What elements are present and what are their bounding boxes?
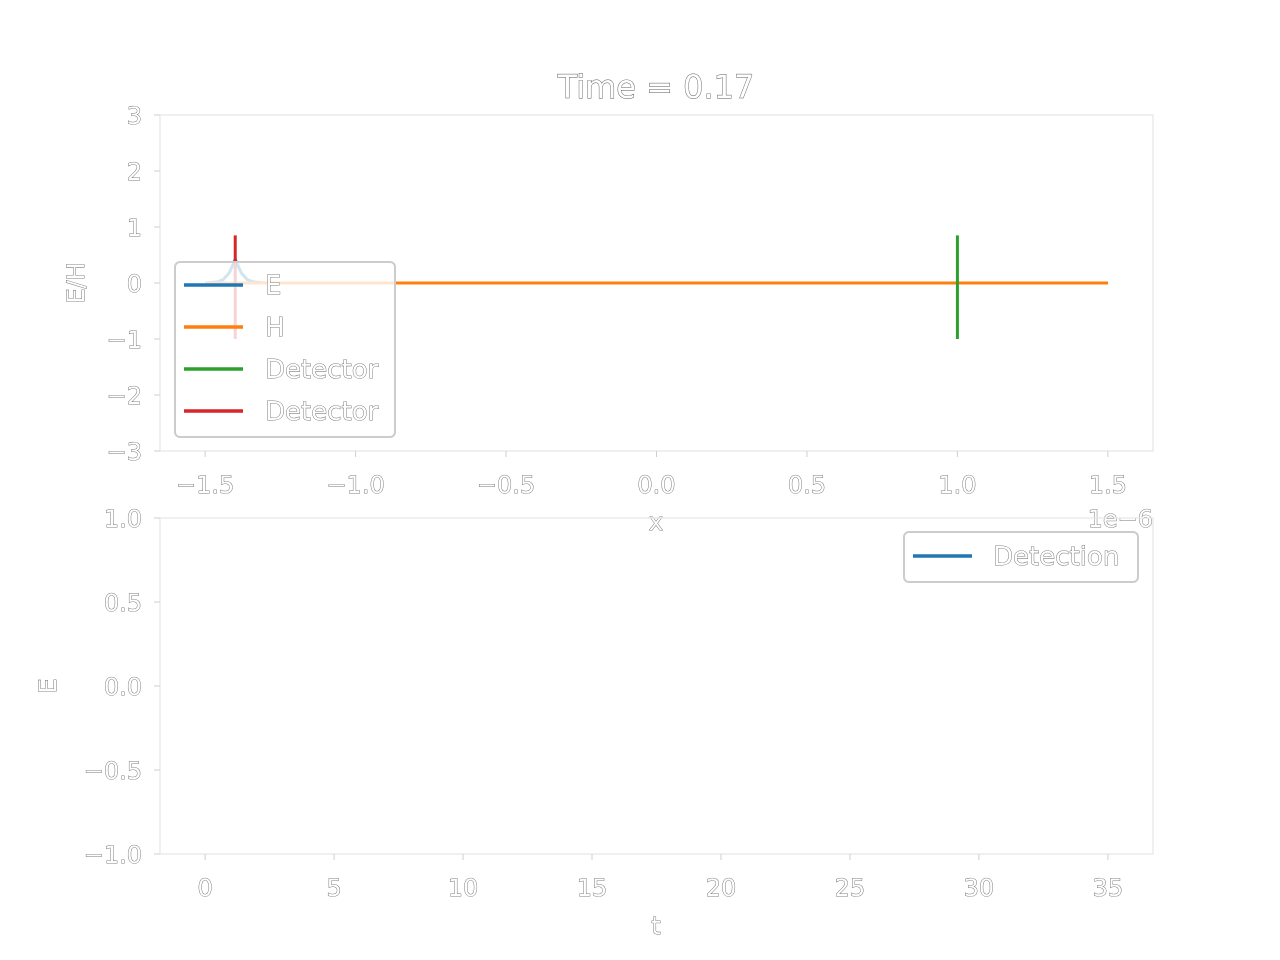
x-tick-label: 0.0 [637, 471, 675, 499]
detection-plot-ylabel: E [34, 678, 62, 693]
x-tick-label: −1.0 [326, 471, 384, 499]
legend-label: E [265, 271, 281, 301]
y-tick-label: −1 [107, 326, 142, 354]
detection-plot-x-ticks: 0 5 10 15 20 25 30 35 [197, 854, 1124, 902]
detection-plot: 0 5 10 15 20 25 30 35 1.0 0.5 0.0 −0.5 −1.0 t E Det… [34, 505, 1154, 940]
x-tick-label: 15 [577, 874, 608, 902]
field-plot-y-ticks: 3 2 1 0 −1 −2 −3 [106, 102, 160, 466]
x-tick-label: −0.5 [477, 471, 535, 499]
legend-label: Detector [265, 397, 379, 427]
chart-title: Time = 0.17 [557, 68, 755, 106]
field-plot-ylabel: E/H [62, 262, 90, 303]
x-tick-label: 0.5 [788, 471, 826, 499]
field-plot-xlabel: x [649, 508, 663, 536]
legend-label: Detection [993, 542, 1119, 572]
y-tick-label: 0 [127, 270, 142, 298]
y-tick-label: 2 [127, 158, 142, 186]
legend-box [903, 531, 1139, 583]
legend-label: H [265, 313, 285, 343]
field-plot-legend: EH Detector Detector [174, 261, 396, 438]
x-tick-label: 35 [1093, 874, 1124, 902]
x-tick-label: −1.5 [176, 471, 234, 499]
y-tick-label: 1 [127, 214, 142, 242]
x-tick-label: 1.5 [1089, 471, 1127, 499]
detection-plot-xlabel: t [651, 912, 660, 940]
legend-label: Detector [265, 355, 379, 385]
x-tick-label: 0 [197, 874, 212, 902]
x-offset-text: 1e−6 [1088, 505, 1153, 533]
y-tick-label: 0.5 [104, 589, 142, 617]
field-plot: −1.5 −1.0 −0.5 0.0 0.5 1.0 1.5 3 2 1 0 −1 −2 −3 Time… [62, 68, 1154, 536]
y-tick-label: −0.5 [84, 757, 142, 785]
y-tick-label: −3 [107, 438, 142, 466]
x-tick-label: 1.0 [938, 471, 976, 499]
legend-box [174, 261, 396, 438]
field-plot-x-ticks: −1.5 −1.0 −0.5 0.0 0.5 1.0 1.5 [176, 451, 1127, 499]
x-tick-label: 25 [835, 874, 866, 902]
y-tick-label: 3 [127, 102, 142, 130]
x-tick-label: 30 [964, 874, 995, 902]
y-tick-label: 0.0 [104, 673, 142, 701]
y-tick-label: −1.0 [84, 841, 142, 869]
x-tick-label: 20 [706, 874, 737, 902]
detection-plot-legend: Detection [903, 531, 1139, 583]
detection-plot-y-ticks: 1.0 0.5 0.0 −0.5 −1.0 [83, 505, 160, 869]
y-tick-label: −2 [107, 382, 142, 410]
x-tick-label: 10 [448, 874, 479, 902]
y-tick-label: 1.0 [104, 505, 142, 533]
x-tick-label: 5 [326, 874, 341, 902]
